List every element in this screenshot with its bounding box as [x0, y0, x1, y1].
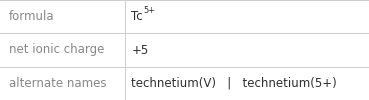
Text: +5: +5: [131, 44, 149, 56]
Text: formula: formula: [9, 10, 55, 23]
Text: technetium(V)   |   technetium(5+): technetium(V) | technetium(5+): [131, 77, 337, 90]
Text: net ionic charge: net ionic charge: [9, 44, 104, 56]
Text: Tc: Tc: [131, 10, 143, 23]
Text: alternate names: alternate names: [9, 77, 107, 90]
Text: 5+: 5+: [143, 6, 155, 14]
